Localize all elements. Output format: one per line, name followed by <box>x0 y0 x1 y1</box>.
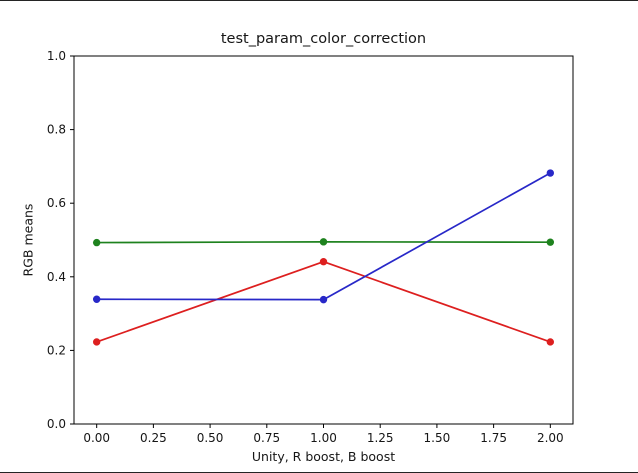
axes-frame <box>73 55 574 425</box>
x-tick-label: 1.25 <box>367 431 394 445</box>
x-axis-label: Unity, R boost, B boost <box>251 449 396 464</box>
y-tick-label: 0.6 <box>47 196 66 210</box>
data-point-blue-channel-mean <box>92 295 101 303</box>
data-point-green-channel-mean <box>546 238 555 246</box>
x-tick-label: 0.75 <box>253 431 280 445</box>
x-tick-label: 1.50 <box>424 431 451 445</box>
y-tick-label: 0.8 <box>47 123 66 137</box>
y-tick-label: 0.0 <box>47 417 66 431</box>
x-tick-label: 0.25 <box>140 431 167 445</box>
data-point-green-channel-mean <box>319 238 328 246</box>
x-tick-label: 1.75 <box>480 431 507 445</box>
data-point-red-channel-mean <box>319 258 328 266</box>
y-tick-label: 0.2 <box>47 343 66 357</box>
y-tick-label: 0.4 <box>47 270 66 284</box>
x-tick-label: 0.50 <box>197 431 224 445</box>
data-point-green-channel-mean <box>92 238 101 247</box>
x-tick-label: 0.00 <box>83 431 110 445</box>
series-line-blue-channel-mean <box>95 172 552 301</box>
x-tick-label: 1.00 <box>310 431 337 445</box>
x-tick-label: 2.00 <box>537 431 564 445</box>
data-point-red-channel-mean <box>546 338 555 346</box>
data-point-blue-channel-mean <box>546 169 555 177</box>
chart-title: test_param_color_correction <box>220 31 427 47</box>
data-point-blue-channel-mean <box>319 295 328 304</box>
data-point-red-channel-mean <box>92 338 101 346</box>
y-tick-label: 1.0 <box>47 49 66 63</box>
window-border-top <box>0 0 638 1</box>
